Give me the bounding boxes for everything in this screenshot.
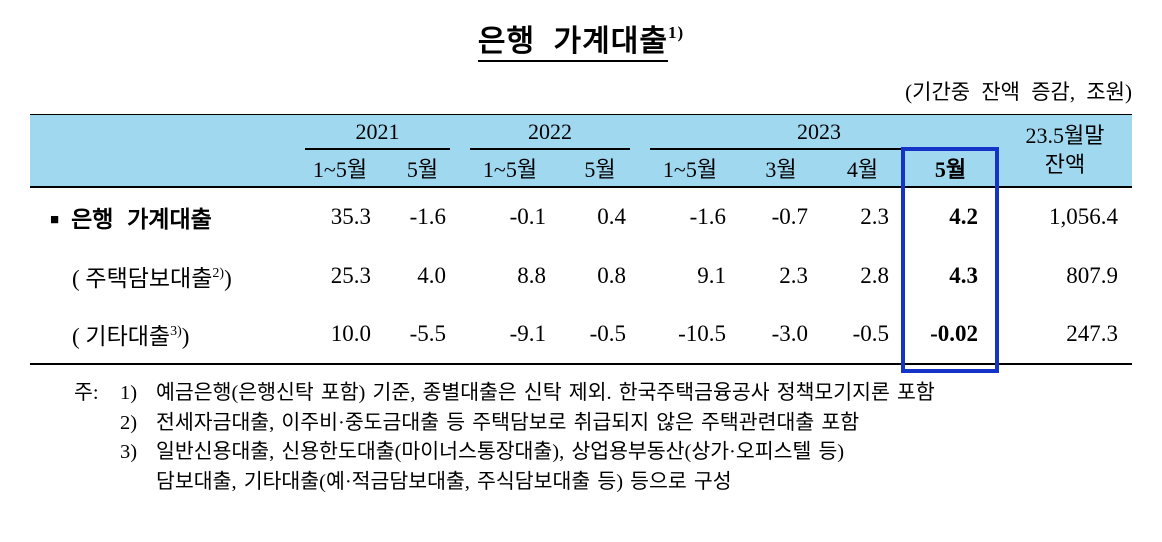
footnote-3-marker: 3) [120, 441, 138, 463]
cell-other-2023-jan-may: -10.5 [678, 321, 726, 346]
cell-total-2023-mar: -0.7 [771, 204, 808, 229]
header-corner-cell [30, 114, 295, 187]
page-title-text: 은행 가계대출 [477, 25, 668, 62]
header-2022-may: 5월 [560, 150, 640, 187]
footnote-3: 3) 일반신용대출, 신용한도대출(마이너스통장대출), 상업용부동산(상가·오… [74, 438, 1162, 468]
table-row-total: ■ 은행 가계대출 35.3 -1.6 -0.1 0.4 -1.6 -0.7 2.… [30, 187, 1132, 246]
cell-other-2022-may: -0.5 [589, 321, 626, 346]
header-2022-jan-may: 1~5월 [460, 150, 560, 187]
table-row-mortgage: ( 주택담보대출2)) 25.3 4.0 8.8 0.8 9.1 2.3 2.8… [30, 246, 1132, 305]
cell-other-2023-apr: -0.5 [852, 321, 889, 346]
row-label-total: ■ 은행 가계대출 [50, 207, 212, 232]
cell-total-2023-may: 4.2 [949, 204, 978, 229]
cell-mortgage-balance: 807.9 [1066, 262, 1118, 288]
cell-mortgage-2023-jan-may: 9.1 [697, 262, 726, 288]
footnote-1-text: 예금은행(은행신탁 포함) 기준, 종별대출은 신탁 제외. 한국주택금융공사 … [156, 382, 935, 404]
cell-total-balance: 1,056.4 [1049, 204, 1118, 229]
header-2023-mar: 3월 [740, 150, 822, 187]
header-month-row: 1~5월 5월 1~5월 5월 1~5월 3월 4월 5월 [30, 150, 1132, 187]
cell-other-2021-jan-may: 10.0 [330, 321, 371, 346]
header-2023-apr: 4월 [822, 150, 903, 187]
title-wrap: 은행 가계대출1) [0, 16, 1162, 62]
cell-mortgage-2021-jan-may: 25.3 [330, 262, 371, 288]
cell-other-2023-may: -0.02 [930, 321, 978, 346]
header-year-2021: 2021 [295, 114, 460, 150]
cell-mortgage-2023-may: 4.3 [949, 262, 978, 288]
cell-total-2023-jan-may: -1.6 [689, 204, 726, 229]
header-2023-jan-may: 1~5월 [640, 150, 740, 187]
cell-total-2021-may: -1.6 [409, 204, 446, 229]
loan-table: 2021 2022 2023 23.5월말 잔액 1~5월 5월 1~5월 5월… [30, 114, 1132, 365]
header-2023-may-highlighted: 5월 [903, 150, 998, 187]
header-2021-may: 5월 [385, 150, 460, 187]
row-label-mortgage: ( 주택담보대출2)) [72, 265, 232, 291]
cell-other-2023-mar: -3.0 [771, 321, 808, 346]
footnote-3-text: 일반신용대출, 신용한도대출(마이너스통장대출), 상업용부동산(상가·오피스텔… [156, 441, 845, 463]
footnotes: 주: 1) 예금은행(은행신탁 포함) 기준, 종별대출은 신탁 제외. 한국주… [74, 379, 1162, 497]
unit-note: (기간중 잔액 증감, 조원) [905, 80, 1132, 104]
cell-total-2023-apr: 2.3 [860, 204, 889, 229]
cell-mortgage-2023-mar: 2.3 [779, 262, 808, 288]
cell-other-2022-jan-may: -9.1 [509, 321, 546, 346]
row-label-other-loans: ( 기타대출3)) [72, 324, 190, 349]
header-balance-line2: 잔액 [1044, 151, 1086, 177]
header-year-row: 2021 2022 2023 23.5월말 잔액 [30, 114, 1132, 187]
header-year-2022: 2022 [460, 114, 640, 150]
header-balance-line1: 23.5월말 [1025, 122, 1105, 148]
table-row-other-loans: ( 기타대출3)) 10.0 -5.5 -9.1 -0.5 -10.5 -3.0… [30, 305, 1132, 364]
cell-total-2022-may: 0.4 [597, 204, 626, 229]
page-title-superscript: 1) [667, 23, 685, 42]
header-2021-jan-may: 1~5월 [295, 150, 385, 187]
footnote-2: 2) 전세자금대출, 이주비·중도금대출 등 주택담보로 취급되지 않은 주택관… [74, 409, 1162, 439]
page-title: 은행 가계대출1) [477, 23, 685, 62]
square-bullet-icon: ■ [50, 212, 60, 228]
cell-total-2021-jan-may: 35.3 [330, 204, 371, 229]
document-page: 은행 가계대출1) (기간중 잔액 증감, 조원) 2021 2022 2023… [0, 16, 1162, 497]
header-balance: 23.5월말 잔액 [998, 114, 1132, 187]
loan-table-area: 2021 2022 2023 23.5월말 잔액 1~5월 5월 1~5월 5월… [0, 114, 1162, 373]
footnote-1-marker: 1) [120, 382, 138, 404]
cell-mortgage-2022-may: 0.8 [597, 262, 626, 288]
footnote-prefix: 주: [74, 382, 99, 404]
footnote-2-text: 전세자금대출, 이주비·중도금대출 등 주택담보로 취급되지 않은 주택관련대출… [156, 411, 860, 434]
cell-total-2022-jan-may: -0.1 [509, 204, 546, 229]
cell-mortgage-2021-may: 4.0 [417, 262, 446, 288]
footnote-2-marker: 2) [120, 411, 138, 434]
header-year-2023: 2023 [640, 114, 998, 150]
cell-other-2021-may: -5.5 [409, 321, 446, 346]
footnote-3-continuation: 담보대출, 기타대출(예·적금담보대출, 주식담보대출 등) 등으로 구성 [74, 468, 1162, 498]
cell-mortgage-2022-jan-may: 8.8 [517, 262, 546, 288]
cell-other-balance: 247.3 [1066, 321, 1118, 346]
footnote-3-continuation-text: 담보대출, 기타대출(예·적금담보대출, 주식담보대출 등) 등으로 구성 [156, 470, 732, 493]
cell-mortgage-2023-apr: 2.8 [860, 262, 889, 288]
footnote-1: 주: 1) 예금은행(은행신탁 포함) 기준, 종별대출은 신탁 제외. 한국주… [74, 379, 1162, 409]
